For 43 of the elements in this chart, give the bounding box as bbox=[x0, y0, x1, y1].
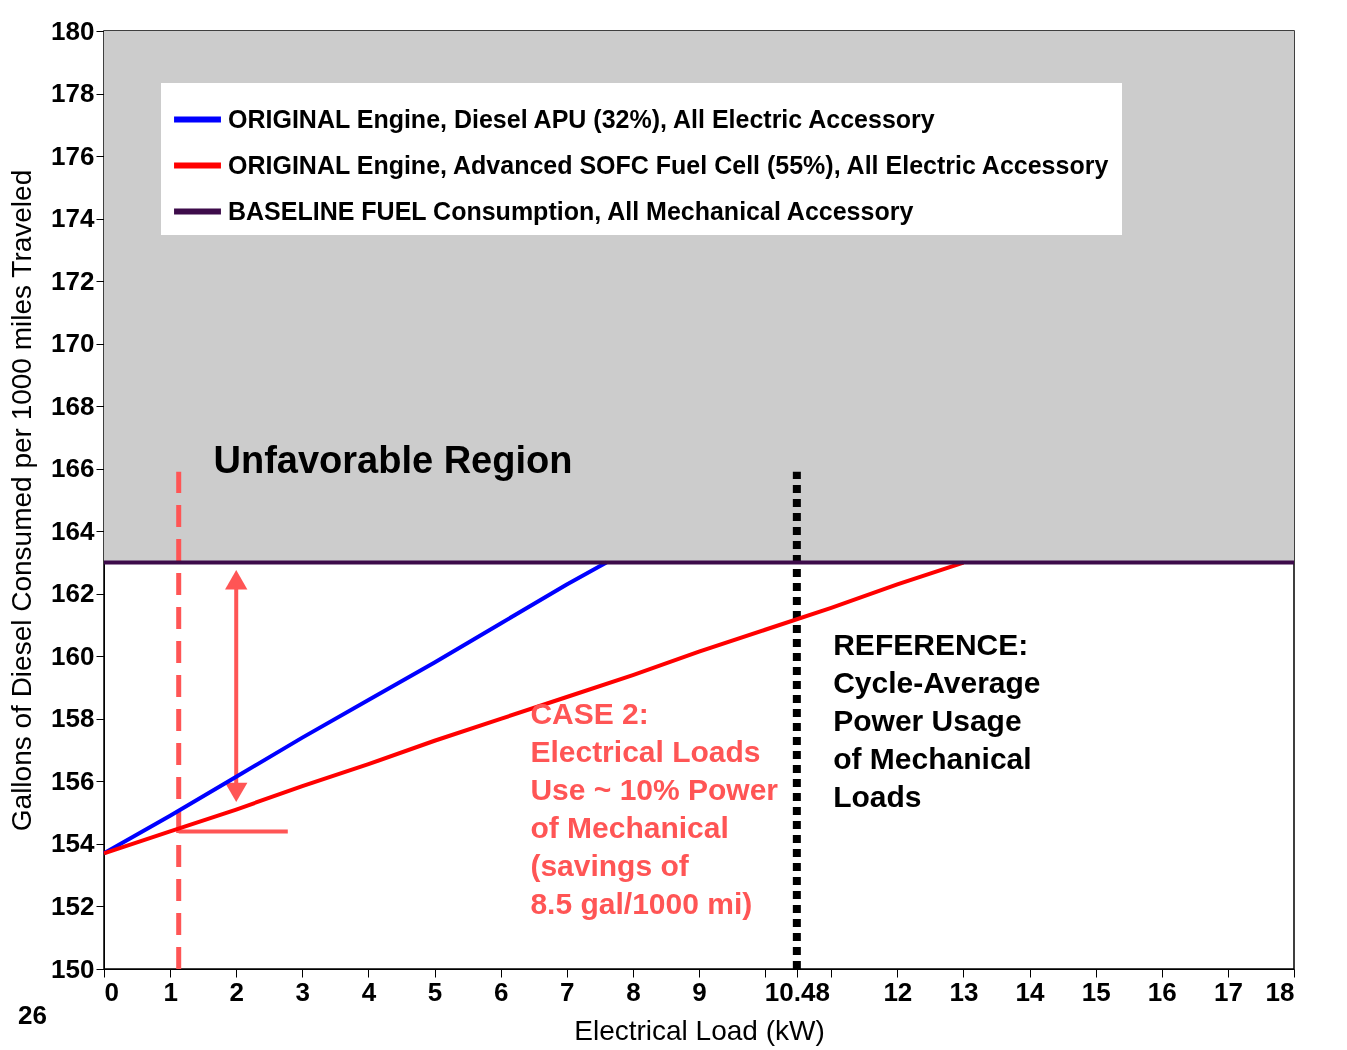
y-tick-label: 170 bbox=[51, 328, 95, 359]
y-tick-label: 150 bbox=[51, 953, 95, 984]
y-tick-label: 172 bbox=[51, 265, 95, 296]
y-tick-label: 180 bbox=[51, 15, 95, 46]
x-tick-label: 5 bbox=[427, 976, 443, 1007]
x-tick-label: 3 bbox=[295, 976, 311, 1007]
ref-line-label: REFERENCE: Cycle-Average Power Usage of Mechanical Loads bbox=[833, 628, 1041, 814]
x-tick-label: 8 bbox=[626, 976, 641, 1007]
y-tick-label: 160 bbox=[51, 640, 95, 671]
x-tick-label: 13 bbox=[949, 976, 979, 1007]
x-tick-label: 10.48 bbox=[764, 976, 830, 1007]
x-tick-label: 18 bbox=[1265, 976, 1295, 1007]
x-tick-label: 1 bbox=[163, 976, 178, 1007]
x-tick-label: 12 bbox=[883, 976, 913, 1007]
x-tick-label: 15 bbox=[1081, 976, 1111, 1007]
y-tick-label: 154 bbox=[51, 828, 96, 859]
x-tick-label: 14 bbox=[1015, 976, 1046, 1007]
y-tick-label: 174 bbox=[51, 203, 96, 234]
x-tick-label: 6 bbox=[493, 976, 509, 1007]
legend-label: BASELINE FUEL Consumption, All Mechanical Accessory bbox=[228, 196, 914, 225]
y-tick-label: 178 bbox=[51, 78, 95, 109]
x-axis-title: Electrical Load (kW) bbox=[574, 1014, 825, 1046]
x-tick-label: 4 bbox=[361, 976, 377, 1007]
y-tick-label: 164 bbox=[51, 515, 96, 546]
y-tick-label: 152 bbox=[51, 890, 95, 921]
x-tick-label: 0 bbox=[104, 976, 119, 1007]
y-tick-label: 156 bbox=[51, 765, 95, 796]
legend-label: ORIGINAL Engine, Diesel APU (32%), All Electric Accessory bbox=[228, 104, 935, 133]
y-tick-label: 168 bbox=[51, 390, 95, 421]
x-tick-label: 2 bbox=[229, 976, 244, 1007]
legend-label: ORIGINAL Engine, Advanced SOFC Fuel Cell (55%), All Electric Accessory bbox=[228, 150, 1109, 179]
x-tick-label: 7 bbox=[560, 976, 575, 1007]
x-tick-label: 17 bbox=[1213, 976, 1243, 1007]
y-tick-label: 162 bbox=[51, 578, 95, 609]
y-axis-title: Gallons of Diesel Consumed per 1000 miles Traveled bbox=[6, 169, 38, 832]
annotation: CASE 2: Electrical Loads Use ~ 10% Power of Mechanical (savings of 8.5 gal/1000 mi) bbox=[530, 697, 779, 921]
y-tick-label: 166 bbox=[51, 453, 95, 484]
text: 26 bbox=[18, 1000, 47, 1031]
band-label: Unfavorable Region bbox=[213, 438, 573, 481]
x-tick-label: 9 bbox=[692, 976, 707, 1007]
y-tick-label: 158 bbox=[51, 703, 95, 734]
y-tick-label: 176 bbox=[51, 140, 95, 171]
x-tick-label: 16 bbox=[1147, 976, 1177, 1007]
